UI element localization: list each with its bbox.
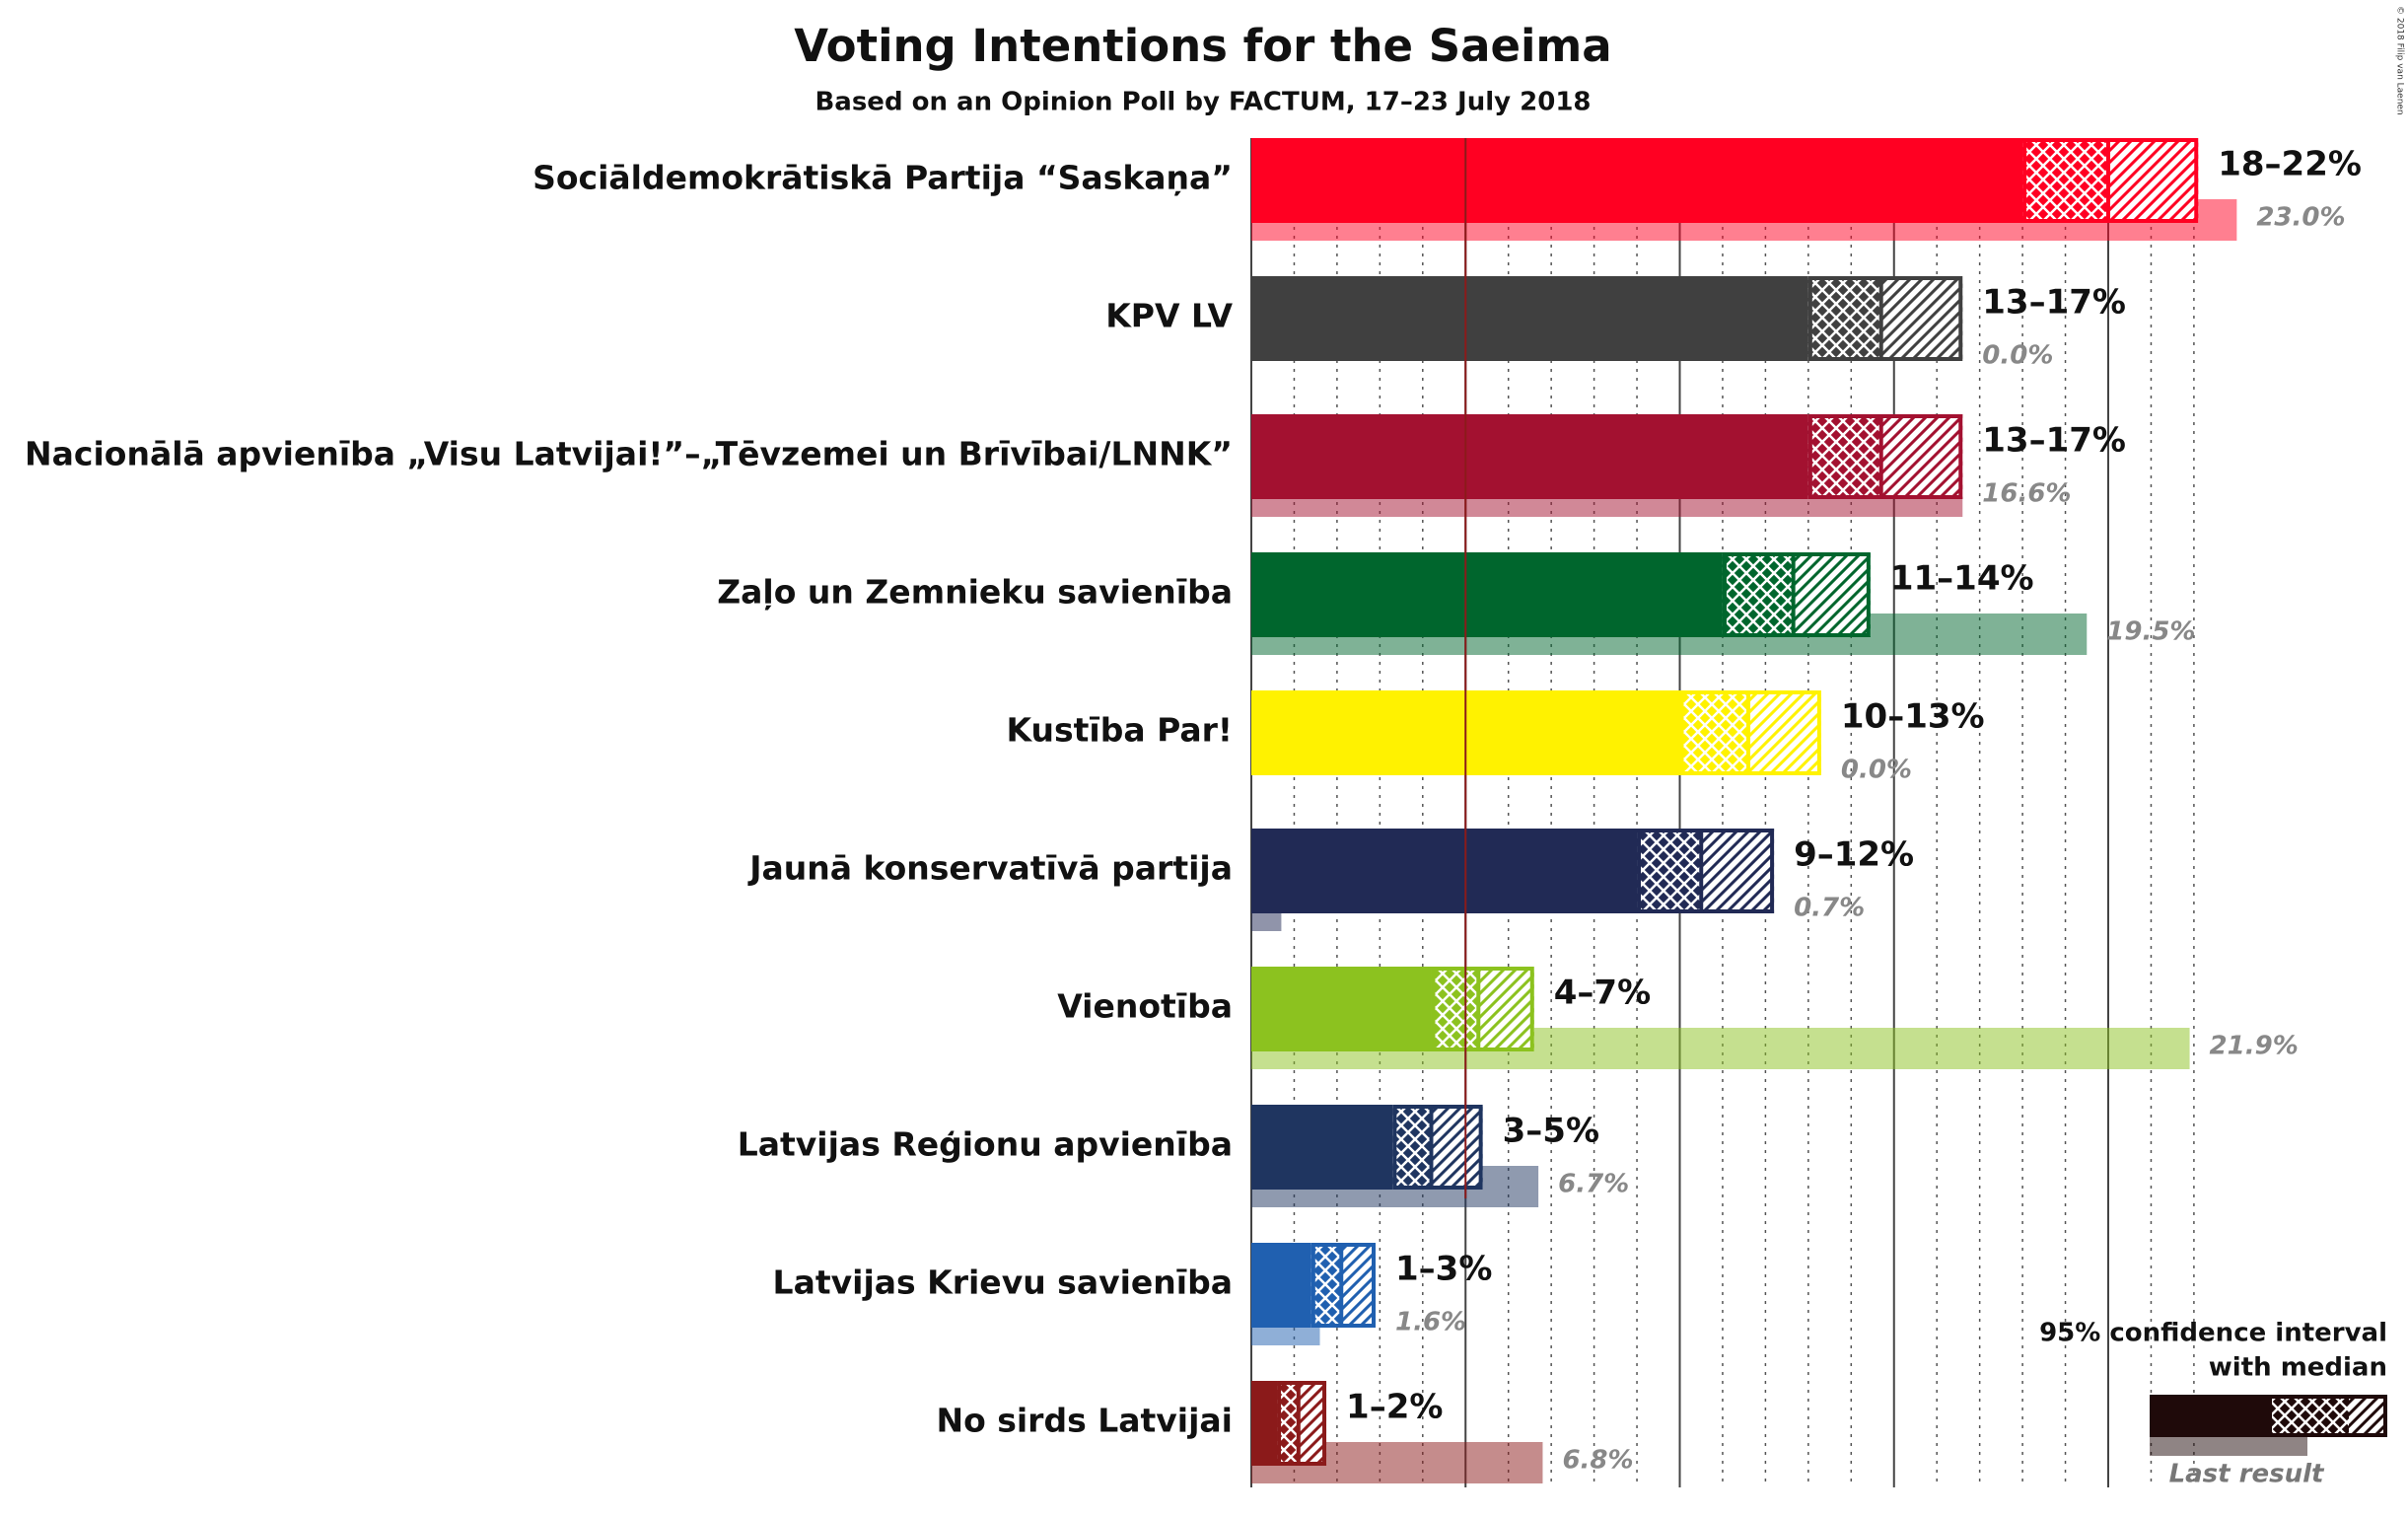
ci-high-bar [1880,276,1963,361]
ci-median-bar [1310,1243,1342,1328]
range-label: 4–7% [1554,974,1651,1013]
category-label: Sociāldemokrātiskā Partija “Saskaņa” [532,159,1233,197]
ci-low-bar [1251,1243,1311,1328]
ci-low-bar [1251,1381,1278,1466]
ci-high-bar [1431,1105,1483,1190]
last-result-label: 1.6% [1395,1308,1466,1337]
legend-swatch [2150,1395,2268,1437]
ci-median-bar [1807,276,1881,361]
legend: 95% confidence interval with median Last r… [2039,1319,2387,1489]
range-label: 9–12% [1794,835,1914,875]
ci-median-bar [1637,829,1702,913]
legend-title: with median [2209,1353,2387,1383]
legend-outline [2268,1395,2387,1437]
range-label: 3–5% [1503,1112,1599,1151]
ci-outline [1310,1243,1377,1328]
legend-last-label: Last result [2169,1460,2325,1489]
category-label: Kustība Par! [1007,711,1234,750]
ci-outline [1722,552,1871,637]
ci-outline [1392,1105,1483,1190]
last-result-label: 0.0% [1841,756,1912,785]
ci-low-bar [1251,414,1808,499]
last-result-label: 6.7% [1558,1170,1629,1199]
category-label: Zaļo un Zemnieku savienība [717,573,1233,612]
category-label: Jaunā konservatīvā partija [747,849,1233,888]
category-label: No sirds Latvijai [936,1402,1233,1440]
category-label: Vienotība [1057,987,1233,1026]
last-result-label: 16.6% [1982,479,2071,509]
ci-outline [1431,967,1534,1051]
ci-high-bar [1298,1381,1327,1466]
last-result-label: 21.9% [2210,1032,2299,1061]
range-label: 1–3% [1395,1250,1492,1289]
category-label: Nacionālā apvienība „Visu Latvijai!”–„Tē… [25,435,1233,473]
category-label: Latvijas Reģionu apvienība [738,1125,1233,1164]
ci-median-bar [1807,414,1881,499]
ci-median-bar [1277,1381,1299,1466]
last-result-label: 6.8% [1562,1446,1633,1476]
ci-low-bar [1251,1105,1393,1190]
ci-median-bar [2022,138,2108,223]
ci-high-bar [1748,690,1821,775]
ci-high-bar [1341,1243,1377,1328]
legend-swatch [2349,1395,2387,1437]
ci-outline [1807,276,1963,361]
category-label: Latvijas Krievu savienība [773,1264,1233,1302]
ci-low-bar [1251,967,1432,1051]
ci-low-bar [1251,829,1638,913]
last-result-label: 0.0% [1982,341,2053,371]
ci-high-bar [2108,138,2199,223]
ci-low-bar [1251,552,1723,637]
ci-high-bar [1880,414,1963,499]
range-label: 1–2% [1346,1388,1443,1427]
legend-title: 95% confidence interval [2039,1319,2387,1348]
ci-high-bar [1793,552,1871,637]
ci-outline [1807,414,1963,499]
range-label: 11–14% [1890,559,2034,599]
ci-median-bar [1722,552,1794,637]
range-label: 13–17% [1982,283,2126,323]
legend-swatch [2268,1395,2349,1437]
last-result-label: 0.7% [1794,894,1865,923]
ci-low-bar [1251,138,2023,223]
category-label: KPV LV [1105,297,1233,335]
chart-subtitle: Based on an Opinion Poll by FACTUM, 17–2… [814,88,1591,117]
ci-high-bar [1701,829,1775,913]
range-label: 13–17% [1982,421,2126,461]
grid [1250,138,2195,1487]
range-label: 18–22% [2218,145,2362,184]
ci-median-bar [1431,967,1479,1051]
last-result-label: 19.5% [2106,617,2195,647]
ci-median-bar [1679,690,1749,775]
ci-outline [1277,1381,1327,1466]
ci-outline [2022,138,2199,223]
copyright: © 2018 Filip van Laenen [2395,6,2405,115]
ci-high-bar [1478,967,1534,1051]
range-label: 10–13% [1841,697,1985,737]
chart-title: Voting Intentions for the Saeima [794,20,1611,72]
ci-median-bar [1392,1105,1432,1190]
ci-outline [1679,690,1821,775]
ci-low-bar [1251,276,1808,361]
ci-outline [1637,829,1775,913]
last-result-label: 23.0% [2256,203,2345,233]
bars: Sociāldemokrātiskā Partija “Saskaņa” 18–2… [25,138,2362,1483]
